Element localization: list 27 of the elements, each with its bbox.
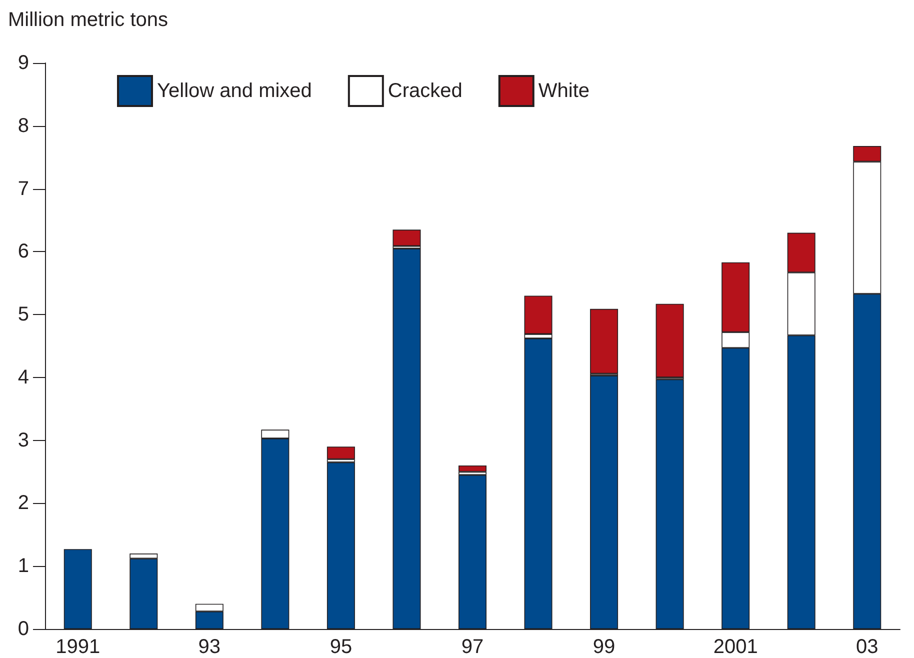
x-tick-label: 93 [198, 636, 221, 658]
y-tick-label: 1 [18, 555, 29, 578]
bar [392, 230, 421, 246]
y-tick-label: 4 [18, 366, 29, 388]
bar [590, 308, 618, 374]
y-tick-label: 3 [18, 429, 29, 452]
x-tick-label: 97 [461, 636, 484, 658]
bar [524, 296, 552, 334]
y-tick-label: 2 [18, 492, 29, 514]
bar [656, 304, 684, 378]
x-tick-label: 95 [330, 636, 352, 658]
legend-label: Cracked [388, 80, 462, 102]
bar [326, 446, 355, 460]
y-tick-label: 9 [18, 52, 29, 74]
bar [458, 465, 486, 472]
y-tick-label: 0 [18, 618, 29, 640]
x-tick-label: 03 [856, 636, 878, 658]
x-tick-label: 2001 [713, 636, 758, 658]
x-tick-label: 99 [592, 636, 616, 658]
legend-label: Yellow and mixed [157, 80, 312, 102]
y-tick-label: 6 [18, 240, 29, 263]
y-axis-title: Million metric tons [8, 9, 168, 31]
legend-label: White [538, 80, 590, 102]
y-tick-label: 5 [18, 304, 29, 326]
y-tick-label: 7 [18, 178, 29, 200]
x-tick-label: 1991 [56, 636, 100, 658]
y-tick-label: 8 [18, 114, 29, 137]
